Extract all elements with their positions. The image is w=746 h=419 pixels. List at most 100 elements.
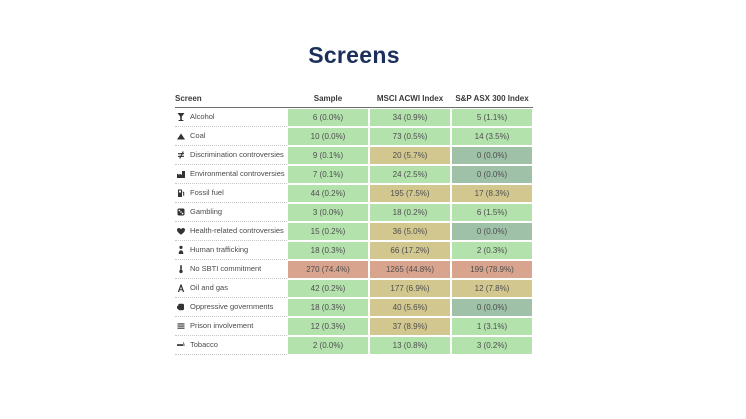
screen-label: Environmental controversies	[190, 168, 285, 178]
msci-acwi-cell: 37 (8.9%)	[370, 318, 450, 335]
table-row: Oppressive governments 18 (0.3%) 40 (5.6%)…	[175, 298, 533, 317]
sample-cell: 18 (0.3%)	[288, 242, 368, 259]
sp-asx-300-cell: 1 (3.1%)	[452, 318, 532, 335]
alcohol-icon	[176, 112, 186, 122]
screen-label: Discrimination controversies	[190, 149, 284, 159]
sp-asx-300-cell: 199 (78.9%)	[452, 261, 532, 278]
sample-cell: 15 (0.2%)	[288, 223, 368, 240]
sp-asx-300-cell: 5 (1.1%)	[452, 109, 532, 126]
sp-asx-300-cell: 14 (3.5%)	[452, 128, 532, 145]
gambling-icon	[176, 207, 186, 217]
oil-gas-icon	[176, 283, 186, 293]
table-row: Prison involvement 12 (0.3%) 37 (8.9%) 1 (3…	[175, 317, 533, 336]
sample-cell: 6 (0.0%)	[288, 109, 368, 126]
environment-icon	[176, 169, 186, 179]
screen-label: Tobacco	[190, 339, 218, 349]
screen-label: Fossil fuel	[190, 187, 224, 197]
msci-acwi-cell: 20 (5.7%)	[370, 147, 450, 164]
msci-acwi-cell: 66 (17.2%)	[370, 242, 450, 259]
screen-label-cell: Oil and gas	[175, 279, 287, 298]
table-row: Fossil fuel 44 (0.2%) 195 (7.5%) 17 (8.3%)	[175, 184, 533, 203]
table-header-row: Screen Sample MSCI ACWI Index S&P ASX 30…	[175, 94, 533, 108]
sample-cell: 9 (0.1%)	[288, 147, 368, 164]
table-row: Human trafficking 18 (0.3%) 66 (17.2%) 2 (0…	[175, 241, 533, 260]
msci-acwi-cell: 177 (6.9%)	[370, 280, 450, 297]
msci-acwi-cell: 36 (5.0%)	[370, 223, 450, 240]
coal-icon	[176, 131, 186, 141]
sp-asx-300-cell: 3 (0.2%)	[452, 337, 532, 354]
screen-label: Oil and gas	[190, 282, 228, 292]
column-header-sp-asx-300: S&P ASX 300 Index	[455, 94, 529, 103]
screens-table: Screen Sample MSCI ACWI Index S&P ASX 30…	[175, 94, 533, 355]
msci-acwi-cell: 13 (0.8%)	[370, 337, 450, 354]
sp-asx-300-cell: 0 (0.0%)	[452, 166, 532, 183]
screen-label-cell: Prison involvement	[175, 317, 287, 336]
screen-label: Health-related controversies	[190, 225, 284, 235]
table-row: Oil and gas 42 (0.2%) 177 (6.9%) 12 (7.8%)	[175, 279, 533, 298]
msci-acwi-cell: 73 (0.5%)	[370, 128, 450, 145]
sp-asx-300-cell: 0 (0.0%)	[452, 147, 532, 164]
screen-label: Human trafficking	[190, 244, 249, 254]
tobacco-icon	[176, 340, 186, 350]
msci-acwi-cell: 18 (0.2%)	[370, 204, 450, 221]
screen-label: Alcohol	[190, 111, 215, 121]
screen-label-cell: Environmental controversies	[175, 165, 287, 184]
screen-label-cell: Health-related controversies	[175, 222, 287, 241]
sample-cell: 44 (0.2%)	[288, 185, 368, 202]
screen-label-cell: Oppressive governments	[175, 298, 287, 317]
msci-acwi-cell: 34 (0.9%)	[370, 109, 450, 126]
screen-label-cell: Human trafficking	[175, 241, 287, 260]
sp-asx-300-cell: 0 (0.0%)	[452, 299, 532, 316]
table-row: Environmental controversies 7 (0.1%) 24 (2…	[175, 165, 533, 184]
table-row: Discrimination controversies 9 (0.1%) 20 (…	[175, 146, 533, 165]
msci-acwi-cell: 40 (5.6%)	[370, 299, 450, 316]
table-body: Alcohol 6 (0.0%) 34 (0.9%) 5 (1.1%) Coal 10 (…	[175, 108, 533, 355]
screen-label-cell: Alcohol	[175, 108, 287, 127]
table-row: Alcohol 6 (0.0%) 34 (0.9%) 5 (1.1%)	[175, 108, 533, 127]
sp-asx-300-cell: 2 (0.3%)	[452, 242, 532, 259]
screen-label-cell: No SBTI commitment	[175, 260, 287, 279]
screen-label: Gambling	[190, 206, 223, 216]
screen-label-cell: Gambling	[175, 203, 287, 222]
no-sbti-icon	[176, 264, 186, 274]
sample-cell: 12 (0.3%)	[288, 318, 368, 335]
table-row: Health-related controversies 15 (0.2%) 36 …	[175, 222, 533, 241]
fossil-fuel-icon	[176, 188, 186, 198]
sample-cell: 3 (0.0%)	[288, 204, 368, 221]
sample-cell: 270 (74.4%)	[288, 261, 368, 278]
page-title: Screens	[308, 42, 400, 68]
screen-label: Prison involvement	[190, 320, 254, 330]
msci-acwi-cell: 195 (7.5%)	[370, 185, 450, 202]
msci-acwi-cell: 1265 (44.8%)	[370, 261, 450, 278]
screen-label: Coal	[190, 130, 206, 140]
table-row: No SBTI commitment 270 (74.4%) 1265 (44.8%…	[175, 260, 533, 279]
screen-label-cell: Tobacco	[175, 336, 287, 355]
discrimination-icon	[176, 150, 186, 160]
health-icon	[176, 226, 186, 236]
prison-icon	[176, 321, 186, 331]
sample-cell: 2 (0.0%)	[288, 337, 368, 354]
screen-label-cell: Fossil fuel	[175, 184, 287, 203]
sample-cell: 10 (0.0%)	[288, 128, 368, 145]
msci-acwi-cell: 24 (2.5%)	[370, 166, 450, 183]
sp-asx-300-cell: 17 (8.3%)	[452, 185, 532, 202]
screen-label-cell: Discrimination controversies	[175, 146, 287, 165]
sp-asx-300-cell: 6 (1.5%)	[452, 204, 532, 221]
column-header-msci-acwi: MSCI ACWI Index	[376, 94, 444, 103]
table-row: Gambling 3 (0.0%) 18 (0.2%) 6 (1.5%)	[175, 203, 533, 222]
table-row: Coal 10 (0.0%) 73 (0.5%) 14 (3.5%)	[175, 127, 533, 146]
human-trafficking-icon	[176, 245, 186, 255]
column-header-screen: Screen	[175, 94, 202, 103]
column-header-sample: Sample	[313, 94, 343, 103]
table-row: Tobacco 2 (0.0%) 13 (0.8%) 3 (0.2%)	[175, 336, 533, 355]
screen-label-cell: Coal	[175, 127, 287, 146]
sp-asx-300-cell: 0 (0.0%)	[452, 223, 532, 240]
sample-cell: 7 (0.1%)	[288, 166, 368, 183]
sample-cell: 18 (0.3%)	[288, 299, 368, 316]
screen-label: No SBTI commitment	[190, 263, 262, 273]
oppressive-governments-icon	[176, 302, 186, 312]
screen-label: Oppressive governments	[190, 301, 274, 311]
sp-asx-300-cell: 12 (7.8%)	[452, 280, 532, 297]
sample-cell: 42 (0.2%)	[288, 280, 368, 297]
